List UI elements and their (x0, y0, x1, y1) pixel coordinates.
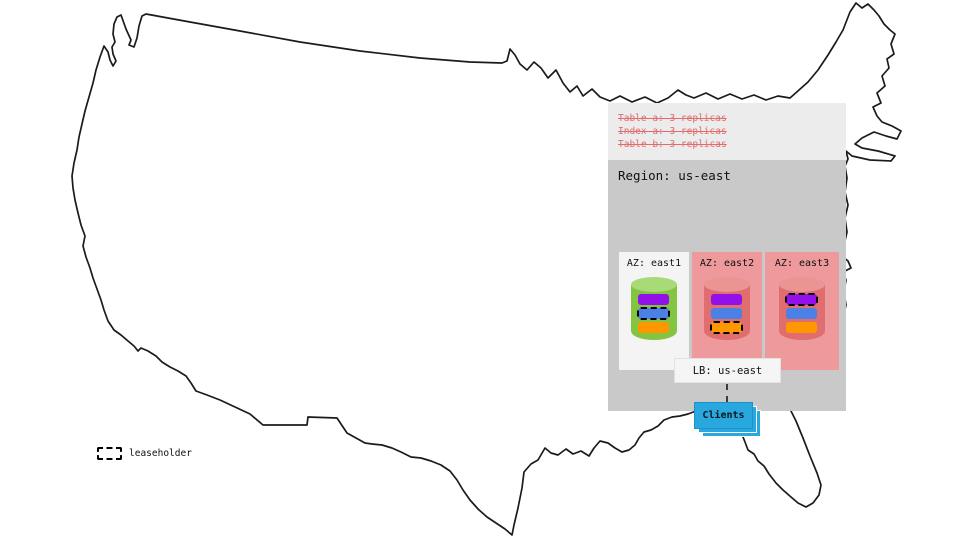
replica-bar-leaseholder (710, 321, 743, 334)
database-cylinder (779, 277, 825, 340)
leaseholder-swatch-icon (97, 447, 122, 460)
replica-bar (711, 308, 742, 319)
cylinder-top (704, 277, 750, 292)
replica-bar (638, 322, 669, 333)
clients-box: Clients (694, 402, 753, 429)
az-box: AZ: east1 (619, 252, 689, 370)
load-balancer: LB: us-east (674, 358, 781, 383)
az-box: AZ: east3 (765, 252, 839, 370)
zone-config-panel: Table a: 3 replicas Index a: 3 replicas … (608, 103, 846, 160)
replica-bar (638, 294, 669, 305)
az-label: AZ: east2 (699, 258, 755, 269)
replica-bars (637, 294, 670, 333)
replica-bars (710, 294, 743, 334)
config-line-index-a: Index a: 3 replicas (618, 126, 727, 137)
config-line-table-b: Table b: 3 replicas (618, 139, 727, 150)
replica-bars (785, 293, 818, 333)
config-line-table-a: Table a: 3 replicas (618, 113, 727, 124)
clients-stack: Clients (694, 402, 764, 440)
lb-clients-connector (726, 384, 728, 402)
az-label: AZ: east3 (774, 258, 830, 269)
az-row: AZ: east1 AZ: east2 AZ: east3 (619, 252, 839, 370)
database-cylinder (704, 277, 750, 340)
replica-bar-leaseholder (637, 307, 670, 320)
us-border-path (71, 2, 902, 536)
cylinder-top (631, 277, 677, 292)
replica-bar (711, 294, 742, 305)
region-panel: Table a: 3 replicas Index a: 3 replicas … (608, 103, 846, 437)
cylinder-top (779, 277, 825, 292)
region-body: Region: us-east AZ: east1 AZ: east2 AZ: ea… (608, 160, 846, 437)
az-label: AZ: east1 (626, 258, 682, 269)
load-balancer-label: LB: us-east (692, 364, 763, 377)
az-box: AZ: east2 (692, 252, 762, 370)
clients-label: Clients (702, 410, 745, 421)
leaseholder-label: leaseholder (129, 448, 192, 459)
database-cylinder (631, 277, 677, 340)
region-title: Region: us-east (618, 168, 731, 183)
replica-bar-leaseholder (785, 293, 818, 306)
leaseholder-legend: leaseholder (97, 447, 192, 460)
replica-bar (786, 322, 817, 333)
replica-bar (786, 308, 817, 319)
